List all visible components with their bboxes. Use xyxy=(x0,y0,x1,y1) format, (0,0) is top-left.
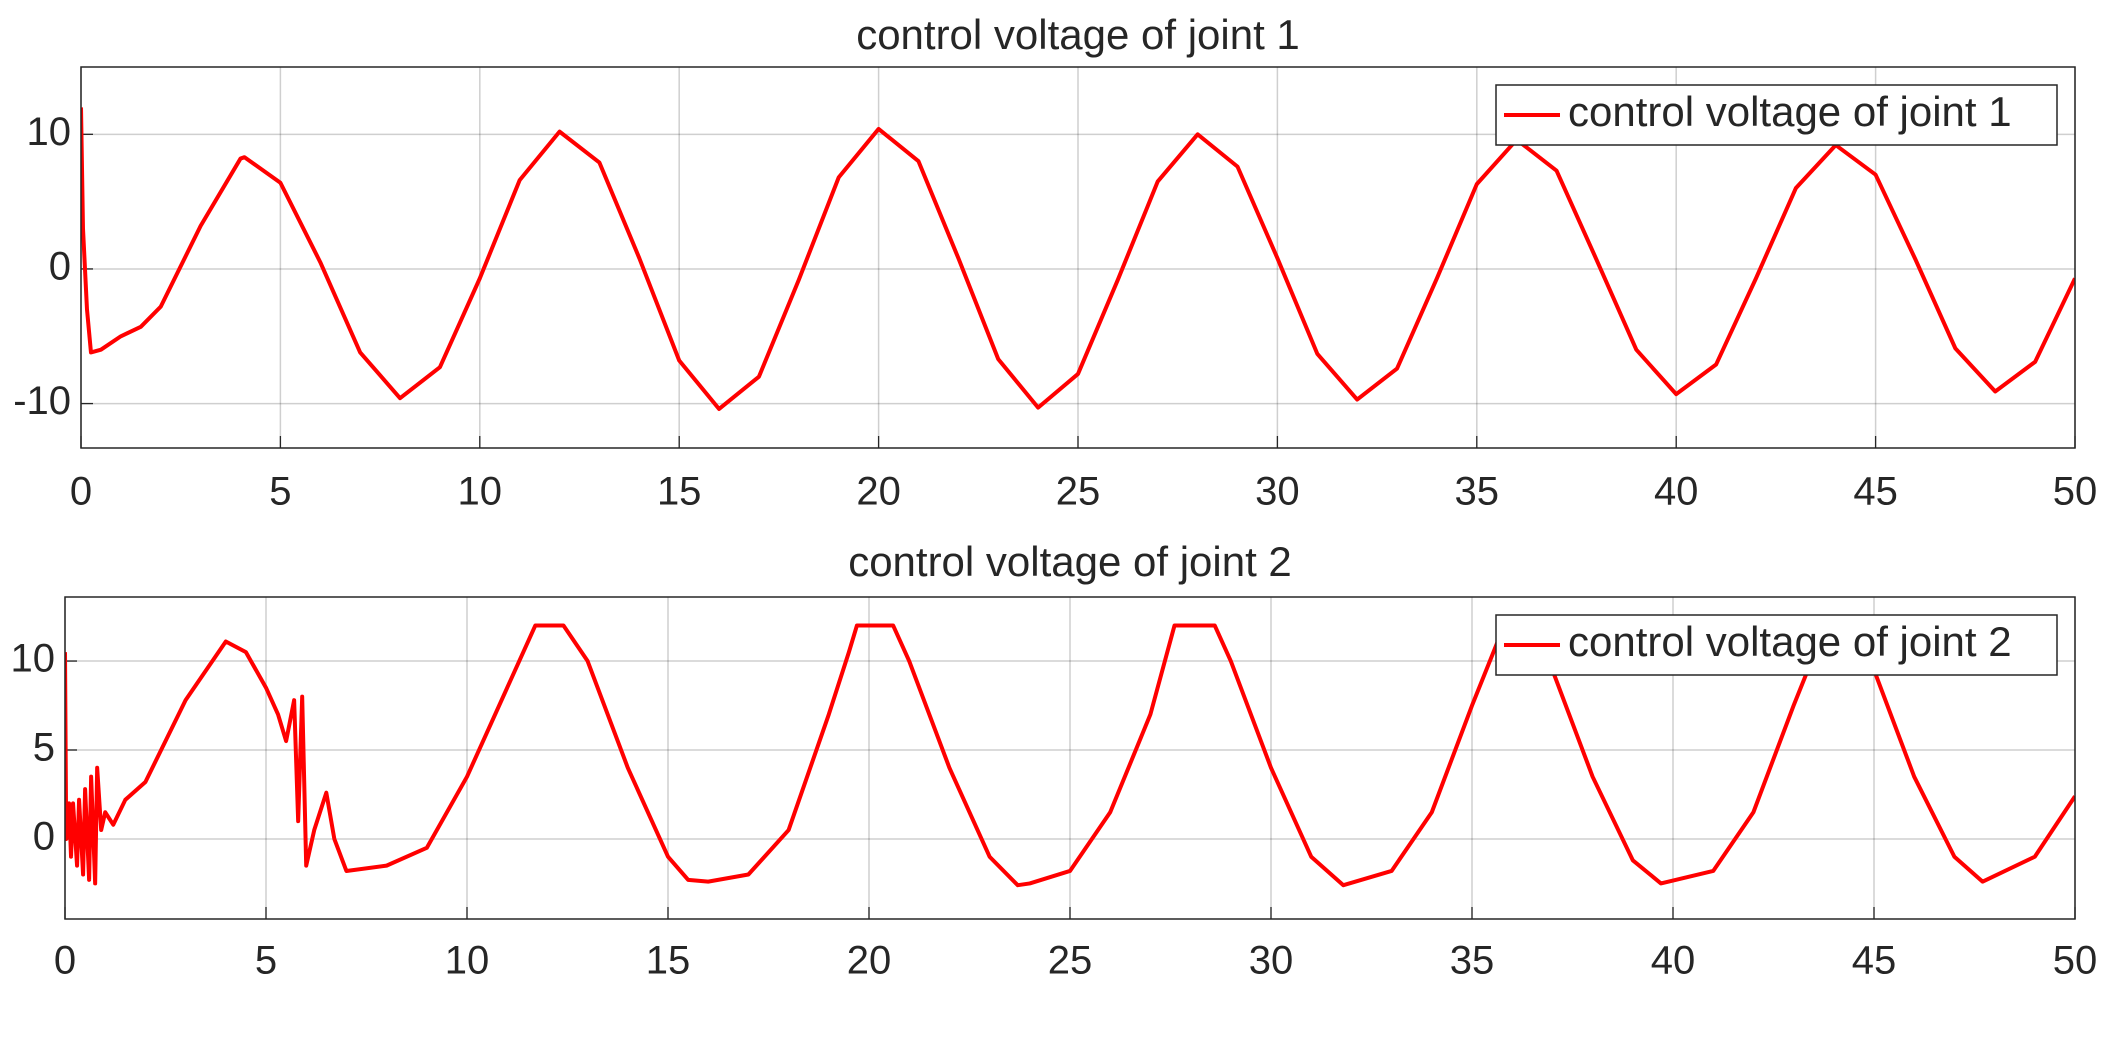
x-tick-label: 10 xyxy=(445,939,490,983)
legend-box xyxy=(1495,84,2058,146)
x-tick-label: 45 xyxy=(1852,939,1897,983)
x-tick-label: 30 xyxy=(1249,939,1294,983)
y-tick-label: 10 xyxy=(11,637,56,681)
x-tick-label: 50 xyxy=(2053,939,2098,983)
x-tick-label: 35 xyxy=(1450,939,1495,983)
data-line xyxy=(65,623,2075,888)
chart-panel: control voltage of joint 2 0 5 10 15 20 25 30 35… xyxy=(11,538,2098,982)
x-tick-label: 5 xyxy=(269,470,291,514)
y-tick-label: 0 xyxy=(33,815,55,859)
x-tick-label: 25 xyxy=(1056,470,1101,514)
x-tick-label: 15 xyxy=(646,939,691,983)
y-tick-label: 10 xyxy=(27,110,72,154)
x-tick-label: 15 xyxy=(657,470,702,514)
y-tick-label: 5 xyxy=(33,726,55,770)
x-tick-label: 40 xyxy=(1651,939,1696,983)
x-tick-label: 35 xyxy=(1455,470,1500,514)
legend: control voltage of joint 2 xyxy=(1495,614,2058,676)
x-tick-label: 10 xyxy=(458,470,503,514)
data-line xyxy=(81,107,2075,411)
x-tick-label: 45 xyxy=(1853,470,1898,514)
chart-panel: control voltage of joint 1 0 5 10 15 20 25 30 35… xyxy=(13,11,2097,513)
x-tick-label: 20 xyxy=(847,939,892,983)
axes-box xyxy=(64,596,2076,920)
x-tick-label: 0 xyxy=(70,470,92,514)
y-tick-label: 0 xyxy=(49,245,71,289)
x-tick-label: 40 xyxy=(1654,470,1699,514)
axes-box xyxy=(80,66,2076,449)
x-tick-label: 50 xyxy=(2053,470,2098,514)
y-tick-label: -10 xyxy=(13,379,71,423)
legend-label: control voltage of joint 1 xyxy=(1568,88,2012,135)
chart-title: control voltage of joint 2 xyxy=(848,538,1292,585)
x-tick-label: 20 xyxy=(856,470,901,514)
chart-title: control voltage of joint 1 xyxy=(856,11,1300,58)
legend-box xyxy=(1495,614,2058,676)
x-tick-label: 25 xyxy=(1048,939,1093,983)
x-tick-label: 5 xyxy=(255,939,277,983)
x-tick-label: 0 xyxy=(54,939,76,983)
legend: control voltage of joint 1 xyxy=(1495,84,2058,146)
legend-label: control voltage of joint 2 xyxy=(1568,618,2012,665)
x-tick-label: 30 xyxy=(1255,470,1300,514)
